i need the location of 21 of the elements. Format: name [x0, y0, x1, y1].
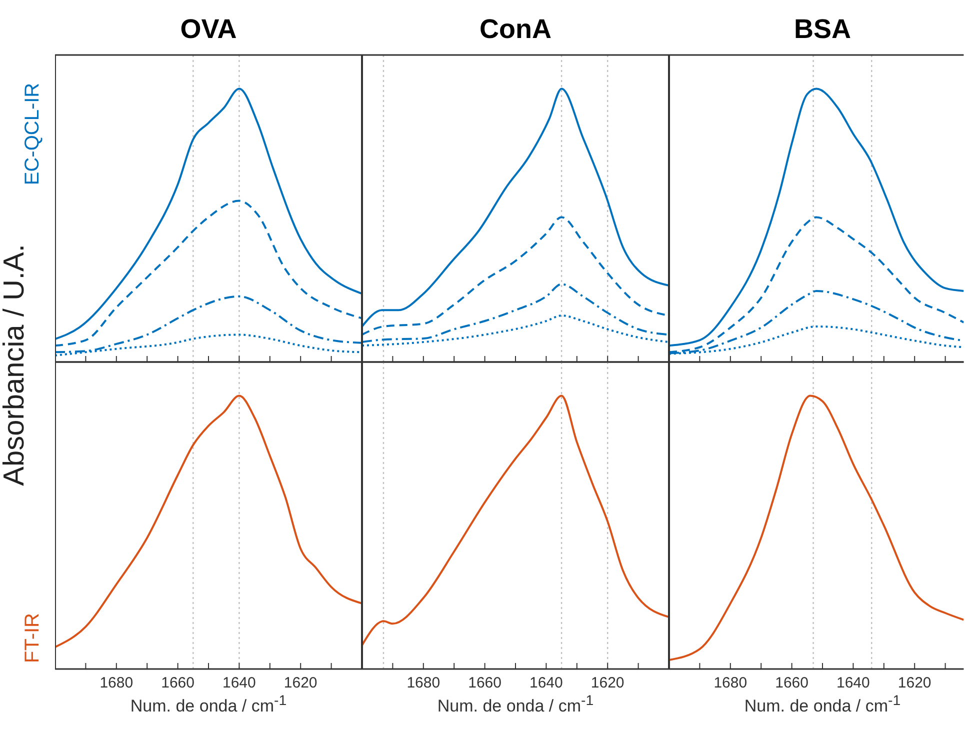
- x-tick-label: 1660: [775, 674, 808, 692]
- chart-title: ConA: [478, 14, 552, 45]
- x-tick-label: 1640: [222, 674, 256, 692]
- chart-title: BSA: [792, 14, 852, 45]
- x-tick-label: 1620: [590, 674, 624, 692]
- x-tick-label: 1620: [898, 674, 932, 692]
- text: Absorbancia / U.A.: [0, 244, 32, 486]
- x-axis-title: Num. de onda / cm$^{-1}$: [129, 693, 288, 717]
- x-tick-label: 1680: [406, 674, 440, 692]
- x-tick-label: 1640: [836, 674, 870, 692]
- x-tick-label: 1660: [161, 674, 194, 692]
- x-tick-label: 1660: [468, 674, 502, 692]
- x-tick-label: 1640: [530, 674, 563, 692]
- x-tick-label: 1620: [284, 674, 318, 692]
- y-axis-title: EC-QCL-IR: [22, 82, 44, 186]
- y-axis-title: FT-IR: [22, 613, 44, 663]
- x-tick-label: 1680: [100, 674, 134, 692]
- chart-title: OVA: [179, 14, 238, 45]
- x-axis-title: Num. de onda / cm$^{-1}$: [743, 693, 902, 717]
- x-axis-title: Num. de onda / cm$^{-1}$: [436, 693, 595, 717]
- x-tick-label: 1680: [714, 674, 748, 692]
